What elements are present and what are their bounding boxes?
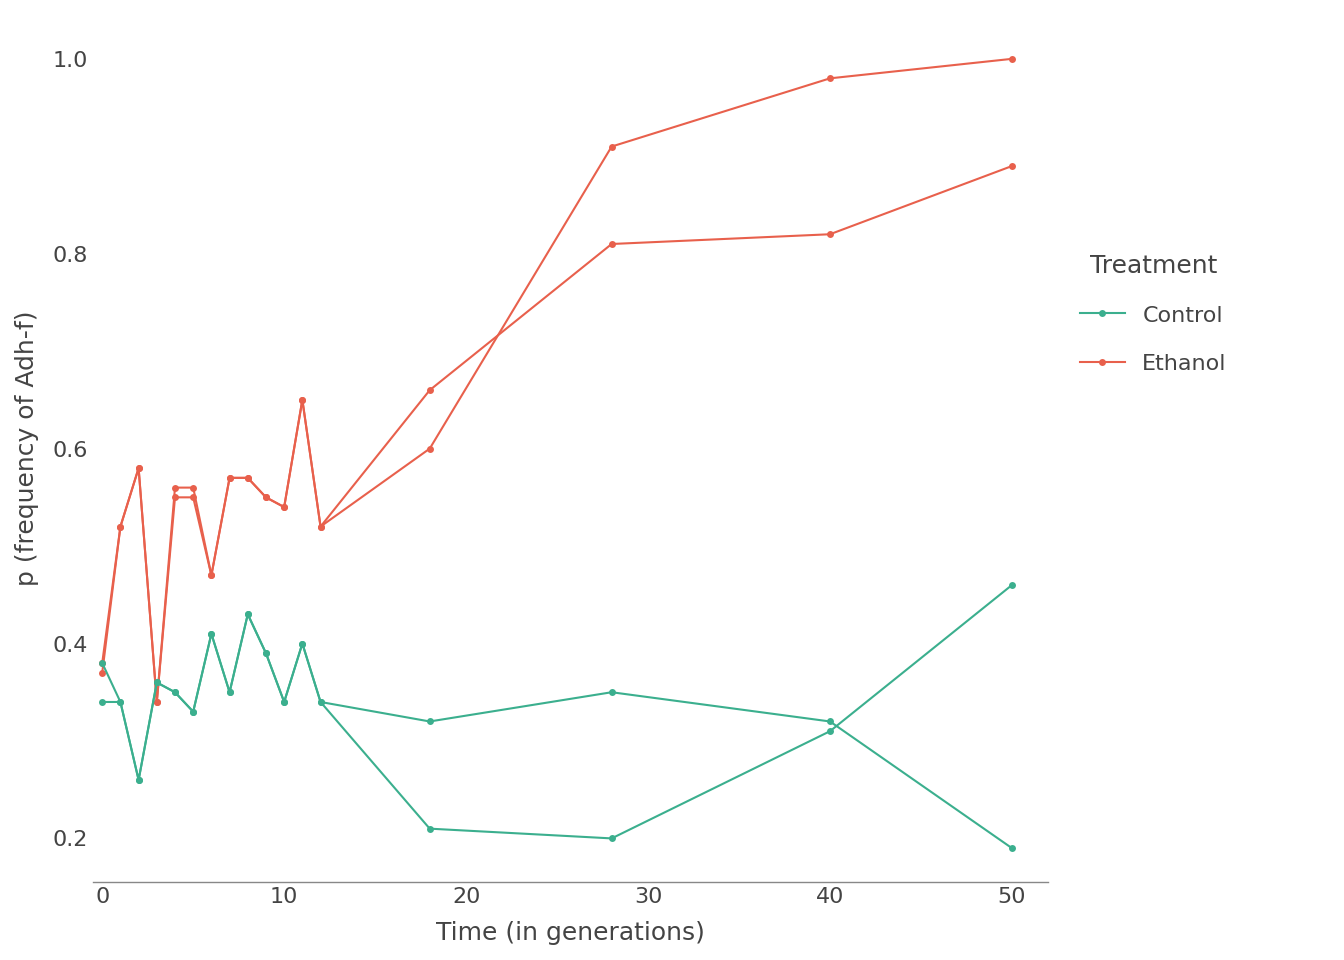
Legend: Control, Ethanol: Control, Ethanol — [1068, 243, 1238, 386]
Y-axis label: p (frequency of Adh-f): p (frequency of Adh-f) — [15, 311, 39, 587]
X-axis label: Time (in generations): Time (in generations) — [437, 921, 706, 945]
